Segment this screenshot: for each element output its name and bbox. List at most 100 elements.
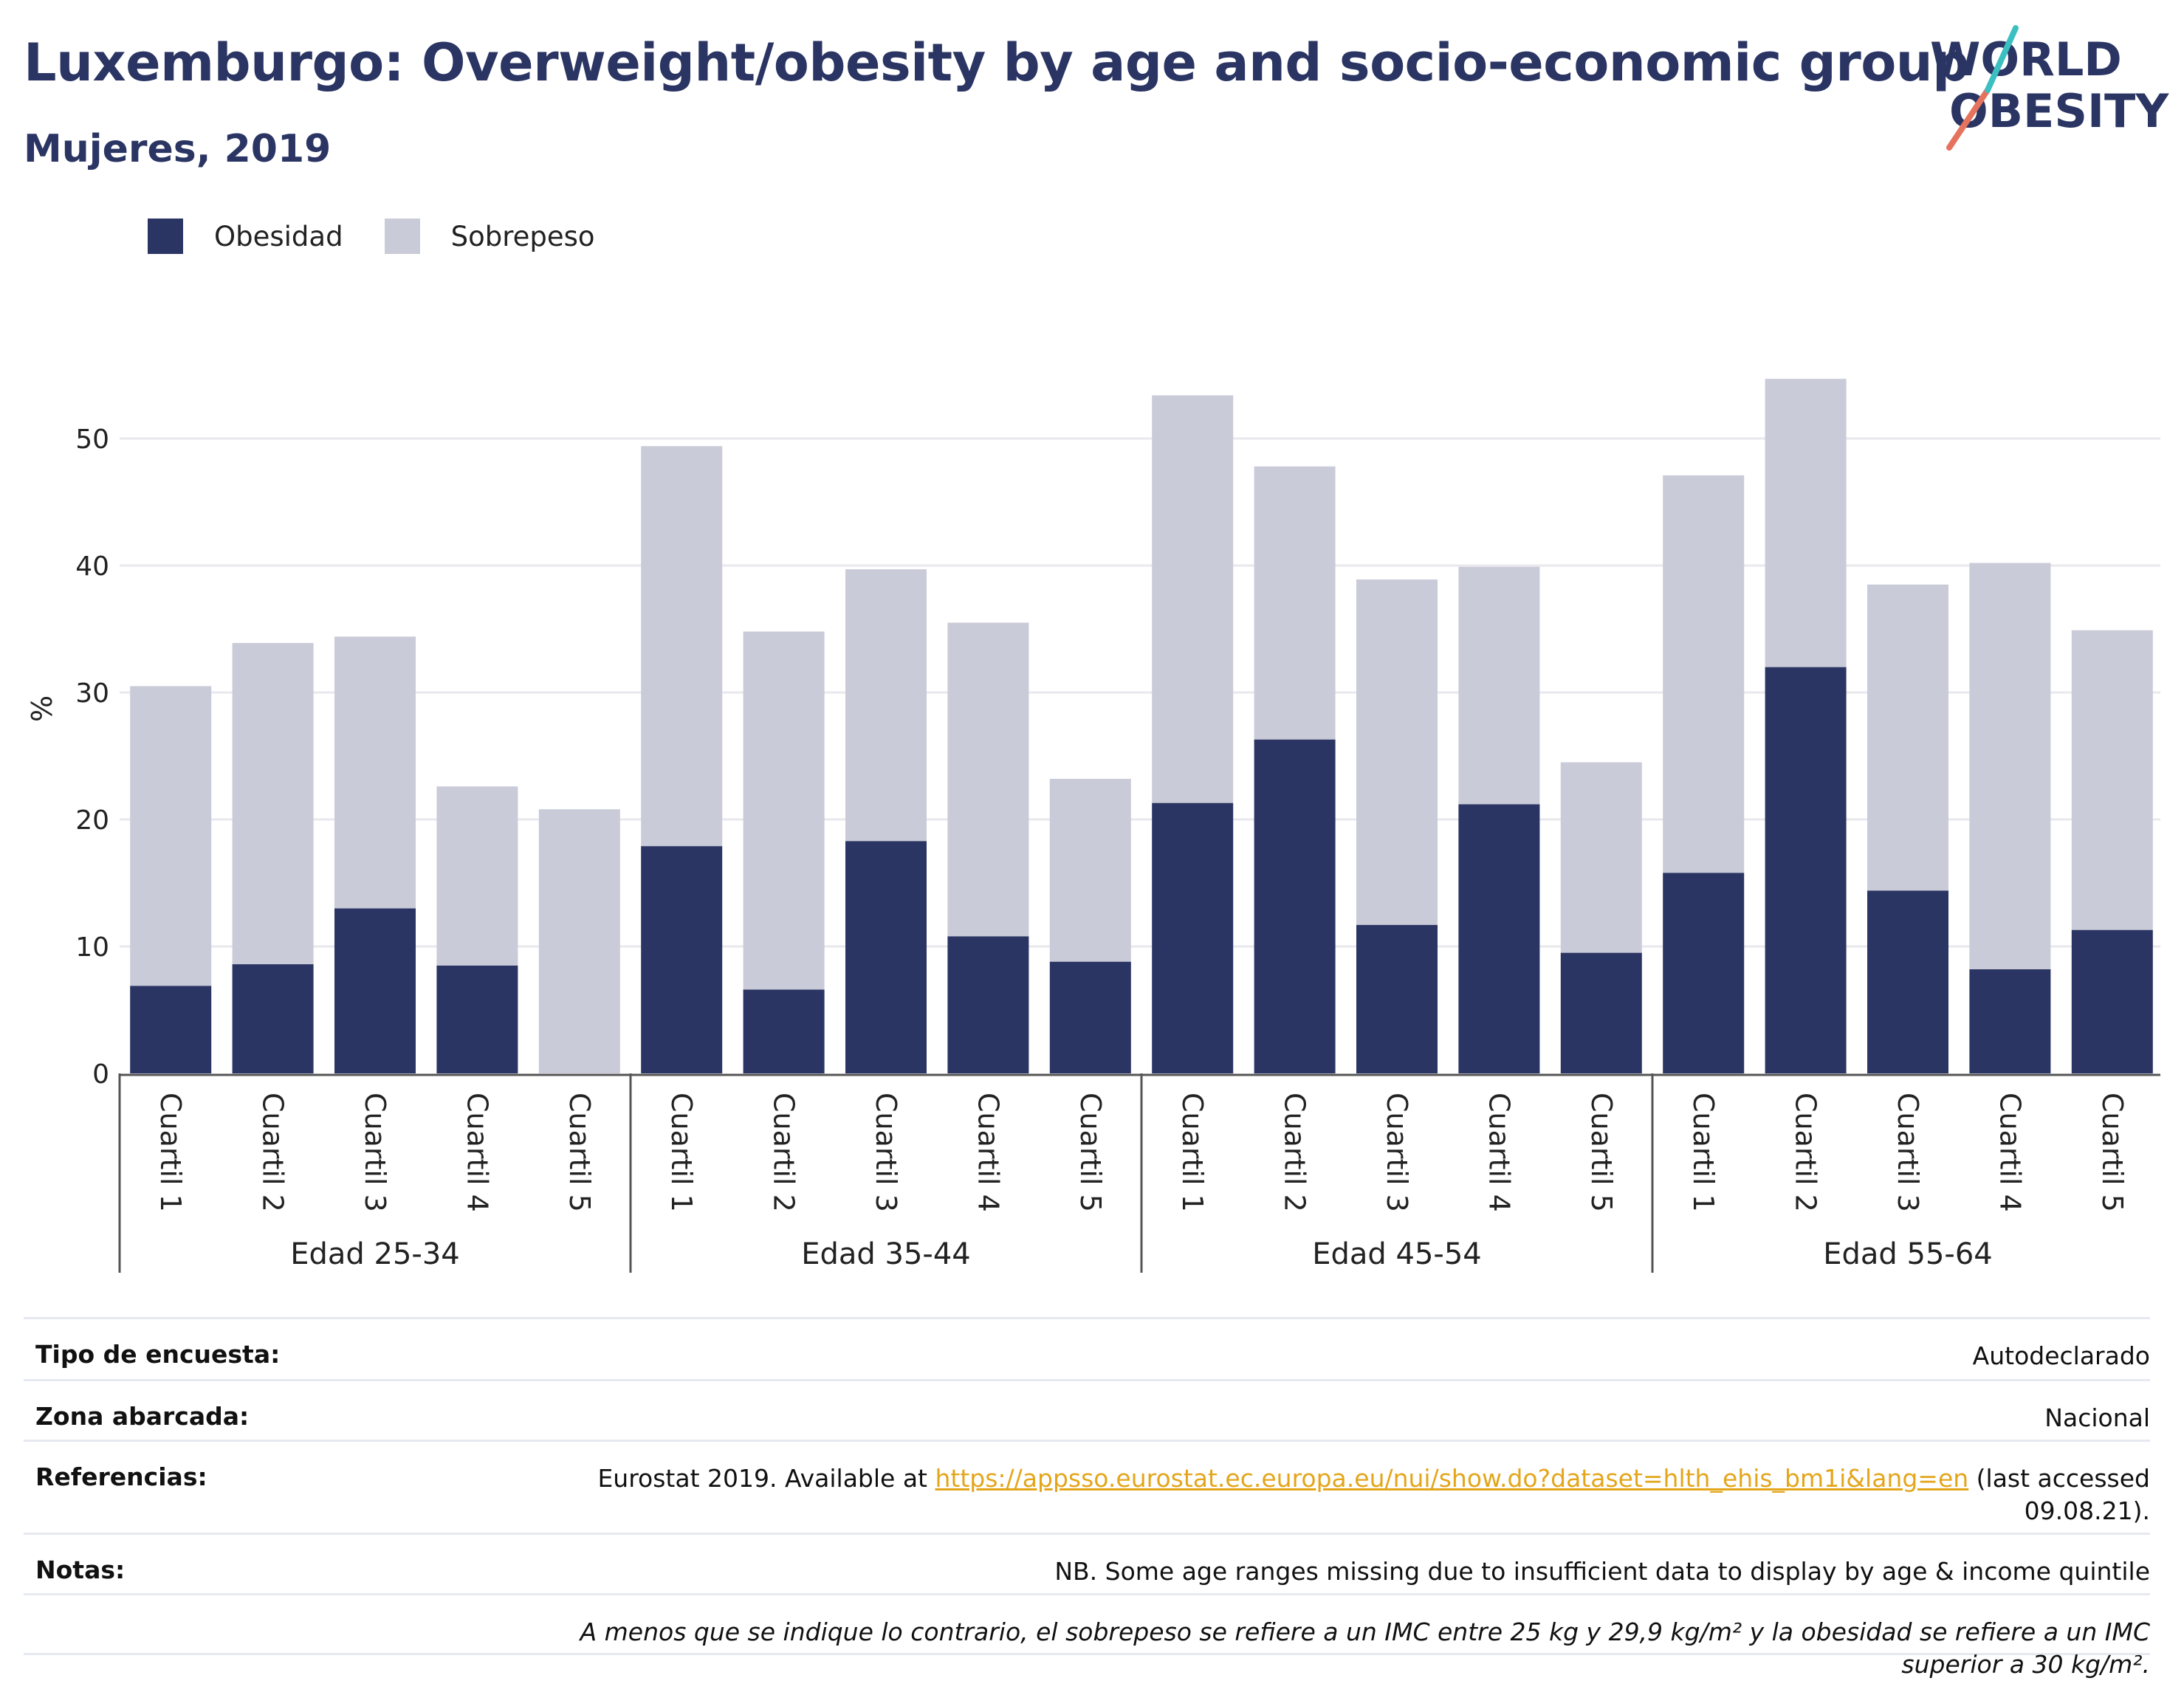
bar-obesity	[641, 846, 723, 1073]
logo-word-1: WORLD	[1930, 32, 2122, 86]
notes-label: Notas:	[35, 1555, 126, 1584]
legend-label-obesity: Obesidad	[214, 220, 343, 252]
bar-obesity	[1969, 969, 2051, 1073]
x-tick-label: Cuartil 1	[1687, 1093, 1720, 1212]
info-table: Tipo de encuesta: Autodeclarado Zona aba…	[24, 1317, 2150, 1679]
bar-overweight	[2071, 630, 2153, 930]
bar-overweight	[436, 786, 518, 966]
bar-obesity	[1765, 667, 1847, 1073]
bar-obesity	[1152, 802, 1234, 1073]
area-value: Nacional	[2044, 1403, 2150, 1432]
x-tick-label: Cuartil 1	[154, 1093, 187, 1212]
info-row-references: Referencias: Eurostat 2019. Available at…	[24, 1440, 2150, 1533]
bar-obesity	[130, 986, 212, 1073]
x-tick-label: Cuartil 3	[359, 1093, 391, 1212]
bar-overweight	[641, 446, 723, 847]
legend: Obesidad Sobrepeso	[148, 219, 636, 254]
y-axis-label: %	[26, 695, 58, 722]
bar-overweight	[1356, 579, 1438, 925]
bar-obesity	[1049, 961, 1131, 1073]
x-tick-label: Cuartil 4	[461, 1093, 493, 1212]
bar-obesity	[1458, 804, 1540, 1073]
bar-overweight	[334, 636, 416, 909]
bar-chart: 0 10 20 30 40 50% Cuartil 1 Cuartil 2 Cuartil 3 C…	[26, 379, 2160, 1273]
bar-obesity	[1867, 890, 1948, 1073]
x-tick-label: Cuartil 2	[1279, 1093, 1311, 1212]
bar-overweight	[1765, 379, 1847, 667]
references-suffix: (last accessed 09.08.21).	[1968, 1464, 2150, 1525]
notes-value: NB. Some age ranges missing due to insuf…	[1054, 1557, 2150, 1586]
info-row-notes: Notas: NB. Some age ranges missing due t…	[24, 1533, 2150, 1593]
bar-obesity	[743, 989, 825, 1073]
bar-obesity	[1356, 924, 1438, 1073]
references-label: Referencias:	[35, 1462, 207, 1491]
x-tick-label: Cuartil 5	[1074, 1093, 1107, 1212]
x-tick-label: Cuartil 4	[972, 1093, 1004, 1212]
logo-slash-teal	[1985, 25, 2019, 93]
legend-item-overweight[interactable]: Sobrepeso	[384, 219, 595, 254]
bar-obesity	[1560, 952, 1642, 1073]
y-tick-label: 50	[75, 424, 109, 455]
x-tick-label: Cuartil 5	[2096, 1093, 2129, 1212]
info-row-survey: Tipo de encuesta: Autodeclarado	[24, 1317, 2150, 1379]
bar-obesity	[232, 964, 314, 1073]
bar-obesity	[845, 841, 927, 1073]
x-tick-label: Cuartil 2	[1790, 1093, 1822, 1212]
x-tick-label: Cuartil 1	[1176, 1093, 1209, 1212]
x-tick-label: Cuartil 4	[1483, 1093, 1515, 1212]
bar-obesity	[1254, 739, 1336, 1073]
bar-overweight	[947, 622, 1029, 937]
bar-overweight	[1663, 475, 1745, 873]
bar-obesity	[1663, 873, 1745, 1073]
x-tick-label: Cuartil 1	[665, 1093, 698, 1212]
x-tick-label: Cuartil 3	[1892, 1093, 1924, 1212]
references-prefix: Eurostat 2019. Available at	[597, 1464, 935, 1493]
x-tick-label: Cuartil 5	[1585, 1093, 1618, 1212]
x-tick-label: Cuartil 3	[870, 1093, 902, 1212]
y-tick-label: 40	[75, 551, 109, 582]
info-row-footnote: A menos que se indique lo contrario, el …	[24, 1593, 2150, 1679]
x-tick-label: Cuartil 5	[563, 1093, 596, 1212]
bar-overweight	[1969, 563, 2051, 969]
bar-obesity	[2071, 929, 2153, 1073]
group-label: Edad 55-64	[1823, 1237, 1993, 1271]
group-label: Edad 25-34	[290, 1237, 460, 1271]
x-tick-label: Cuartil 2	[257, 1093, 289, 1212]
bar-overweight	[1867, 584, 1948, 891]
bar-overweight	[1560, 762, 1642, 953]
survey-type-value: Autodeclarado	[1972, 1341, 2150, 1370]
y-tick-label: 10	[75, 932, 109, 963]
bar-overweight	[1458, 566, 1540, 805]
survey-type-label: Tipo de encuesta:	[35, 1340, 281, 1369]
y-tick-label: 20	[75, 805, 109, 836]
bar-overweight	[232, 642, 314, 965]
x-tick-label: Cuartil 2	[768, 1093, 800, 1212]
references-value: Eurostat 2019. Available at https://apps…	[526, 1442, 2150, 1527]
bar-overweight	[1254, 466, 1336, 740]
bar-overweight	[538, 809, 620, 1073]
x-tick-label: Cuartil 4	[1994, 1093, 2026, 1212]
chart-subtitle: Mujeres, 2019	[24, 127, 332, 171]
chart-title: Luxemburgo: Overweight/obesity by age an…	[24, 32, 1969, 93]
footnote: A menos que se indique lo contrario, el …	[580, 1617, 2150, 1679]
bar-obesity	[947, 936, 1029, 1073]
legend-swatch-overweight	[384, 219, 420, 254]
info-row-area: Zona abarcada: Nacional	[24, 1379, 2150, 1440]
world-obesity-logo: WORLD OBESITY	[1930, 25, 2169, 151]
area-label: Zona abarcada:	[35, 1402, 250, 1431]
bar-overweight	[743, 631, 825, 990]
bar-obesity	[334, 908, 416, 1073]
references-link[interactable]: https://appsso.eurostat.ec.europa.eu/nui…	[935, 1464, 1969, 1493]
bar-overweight	[130, 686, 212, 986]
bar-overweight	[845, 569, 927, 842]
x-tick-label: Cuartil 3	[1381, 1093, 1413, 1212]
group-label: Edad 45-54	[1312, 1237, 1482, 1271]
bar-obesity	[436, 965, 518, 1073]
group-label: Edad 35-44	[801, 1237, 971, 1271]
logo-slash-red	[1946, 87, 1991, 151]
bar-overweight	[1049, 778, 1131, 962]
y-tick-label: 0	[92, 1059, 109, 1090]
legend-item-obesity[interactable]: Obesidad	[148, 219, 343, 254]
y-tick-label: 30	[75, 678, 109, 709]
legend-label-overweight: Sobrepeso	[450, 220, 595, 252]
